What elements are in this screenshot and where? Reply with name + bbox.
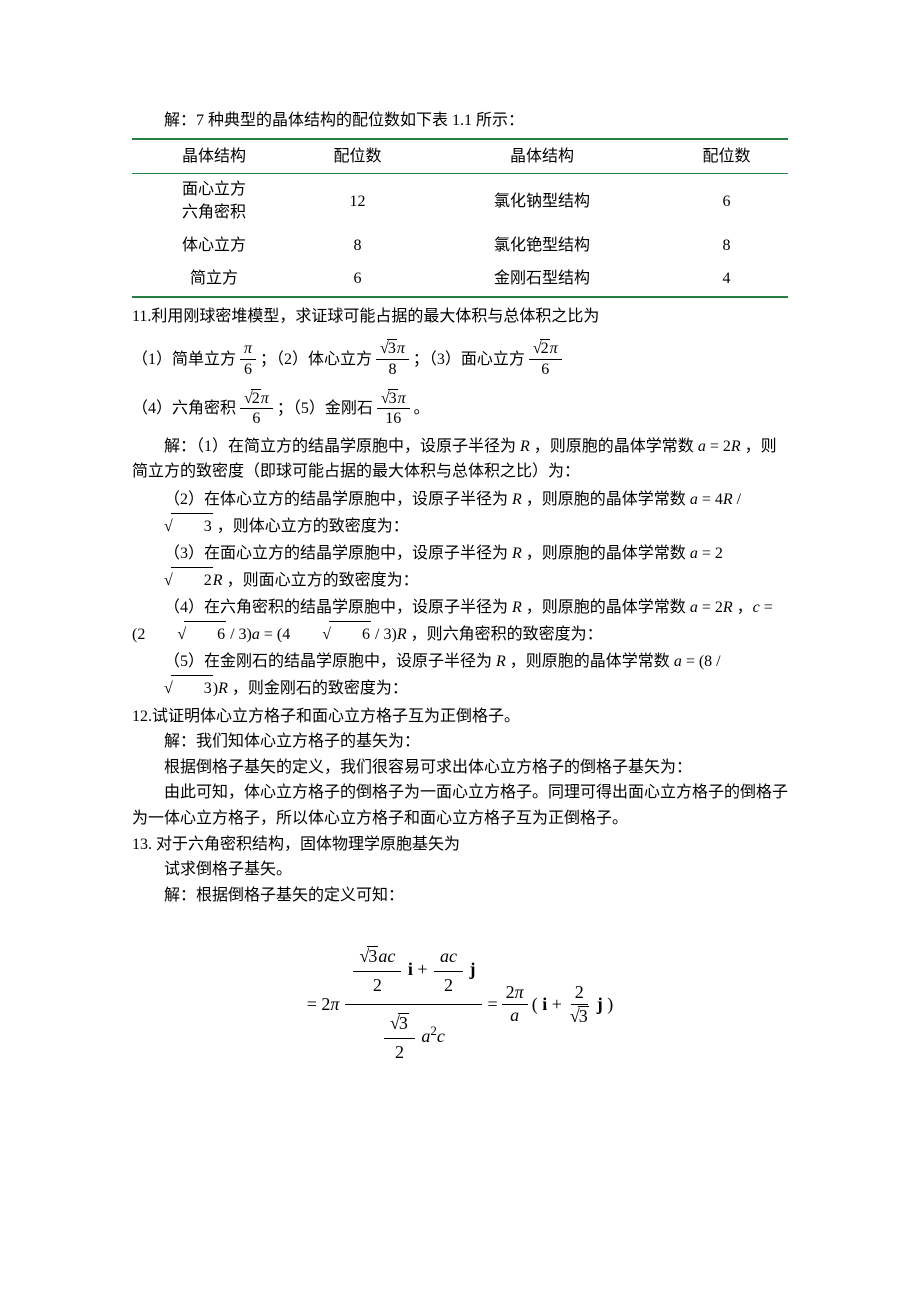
opt4-label: （4）六角密积 xyxy=(132,396,236,428)
opt5-frac: 3π 16 xyxy=(377,389,410,428)
opt5-label: ；（5）金刚石 xyxy=(277,396,373,428)
q11-options-row2: （4）六角密积 2π 6 ；（5）金刚石 3π 16 。 xyxy=(132,389,788,428)
cell: 氯化铯型结构 xyxy=(419,229,665,263)
opt-end: 。 xyxy=(414,396,430,428)
cell: 面心立方六角密积 xyxy=(132,174,296,229)
cell: 简立方 xyxy=(132,262,296,297)
q13-l2: 解：根据倒格子基矢的定义可知： xyxy=(132,883,788,909)
coordination-table: 晶体结构 配位数 晶体结构 配位数 面心立方六角密积 12 氯化钠型结构 6 体… xyxy=(132,138,788,298)
q12-l2: 根据倒格子基矢的定义，我们很容易可求出体心立方格子的倒格子基矢为： xyxy=(132,755,788,781)
th-struct2: 晶体结构 xyxy=(419,139,665,174)
q11-sol4: （4）在六角密积的结晶学原胞中，设原子半径为 R ，则原胞的晶体学常数 a = … xyxy=(132,595,788,647)
q11-lead: 11.利用刚球密堆模型，求证球可能占据的最大体积与总体积之比为 xyxy=(132,304,788,330)
cell: 6 xyxy=(296,262,419,297)
table-row: 面心立方六角密积 12 氯化钠型结构 6 xyxy=(132,174,788,229)
opt2-label: ；（2）体心立方 xyxy=(260,347,372,379)
q11-sol3: （3）在面心立方的结晶学原胞中，设原子半径为 R ，则原胞的晶体学常数 a = … xyxy=(132,541,788,593)
th-struct1: 晶体结构 xyxy=(132,139,296,174)
q12-l1: 解：我们知体心立方格子的基矢为： xyxy=(132,729,788,755)
opt4-frac: 2π 6 xyxy=(240,389,273,428)
cell: 4 xyxy=(665,262,788,297)
opt2-frac: 3π 8 xyxy=(376,339,409,378)
q13-equation: = 2π 3ac 2 i + ac 2 j xyxy=(132,938,788,1070)
th-coord1: 配位数 xyxy=(296,139,419,174)
cell: 体心立方 xyxy=(132,229,296,263)
q11-options-row1: （1）简单立方 π 6 ；（2）体心立方 3π 8 ；（3）面心立方 2π 6 xyxy=(132,339,788,378)
table-row: 体心立方 8 氯化铯型结构 8 xyxy=(132,229,788,263)
q13-lead: 13. 对于六角密积结构，固体物理学原胞基矢为 xyxy=(132,832,788,858)
opt1-label: （1）简单立方 xyxy=(132,347,236,379)
table-row: 简立方 6 金刚石型结构 4 xyxy=(132,262,788,297)
q11-sol2: （2）在体心立方的结晶学原胞中，设原子半径为 R ，则原胞的晶体学常数 a = … xyxy=(132,487,788,539)
q12-lead: 12.试证明体心立方格子和面心立方格子互为正倒格子。 xyxy=(132,704,788,730)
cell: 6 xyxy=(665,174,788,229)
cell: 12 xyxy=(296,174,419,229)
q12-l3: 由此可知，体心立方格子的倒格子为一面心立方格子。同理可得出面心立方格子的倒格子为… xyxy=(132,780,788,831)
q13-l1: 试求倒格子基矢。 xyxy=(132,857,788,883)
q11-sol1: 解：（1）在简立方的结晶学原胞中，设原子半径为 R ，则原胞的晶体学常数 a =… xyxy=(132,434,788,485)
th-coord2: 配位数 xyxy=(665,139,788,174)
opt3-frac: 2π 6 xyxy=(529,339,562,378)
intro-line: 解：7 种典型的晶体结构的配位数如下表 1.1 所示： xyxy=(132,108,788,134)
cell: 金刚石型结构 xyxy=(419,262,665,297)
q11-sol5: （5）在金刚石的结晶学原胞中，设原子半径为 R ，则原胞的晶体学常数 a = (… xyxy=(132,649,788,701)
cell: 8 xyxy=(665,229,788,263)
opt3-label: ；（3）面心立方 xyxy=(413,347,525,379)
cell: 氯化钠型结构 xyxy=(419,174,665,229)
cell: 8 xyxy=(296,229,419,263)
opt1-frac: π 6 xyxy=(240,340,256,378)
